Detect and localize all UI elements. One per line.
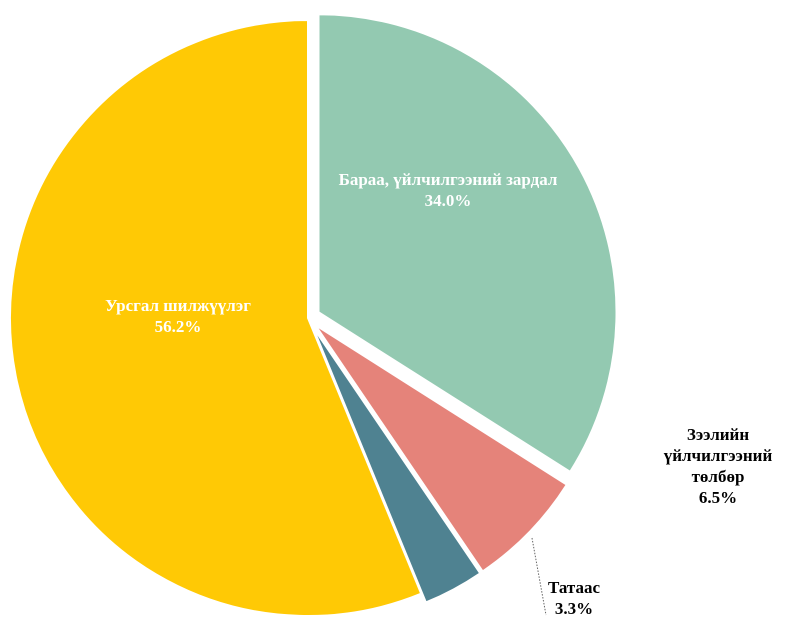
slice-value: 6.5%: [698, 488, 738, 507]
slice-name: Бараа, үйлчилгээний зардал: [338, 170, 558, 189]
leader-line: [531, 537, 547, 616]
pie-slice: [9, 18, 423, 617]
pie-slice: [311, 326, 482, 604]
slice-label: Зээлийн үйлчилгээний төлбөр 6.5%: [648, 424, 787, 508]
slice-value: 34.0%: [424, 191, 472, 210]
slice-label: Татаас 3.3%: [529, 577, 619, 619]
slice-name: Татаас: [547, 578, 601, 597]
slice-label: Бараа, үйлчилгээний зардал 34.0%: [318, 169, 578, 211]
slice-value: 56.2%: [154, 317, 202, 336]
slice-label: Урсгал шилжүүлэг 56.2%: [58, 295, 298, 337]
slice-name: Зээлийн үйлчилгээний төлбөр: [663, 425, 773, 486]
slice-value: 3.3%: [554, 599, 594, 618]
pie-slice: [314, 324, 569, 573]
pie-slice: [317, 13, 618, 474]
slice-name: Урсгал шилжүүлэг: [105, 296, 251, 315]
